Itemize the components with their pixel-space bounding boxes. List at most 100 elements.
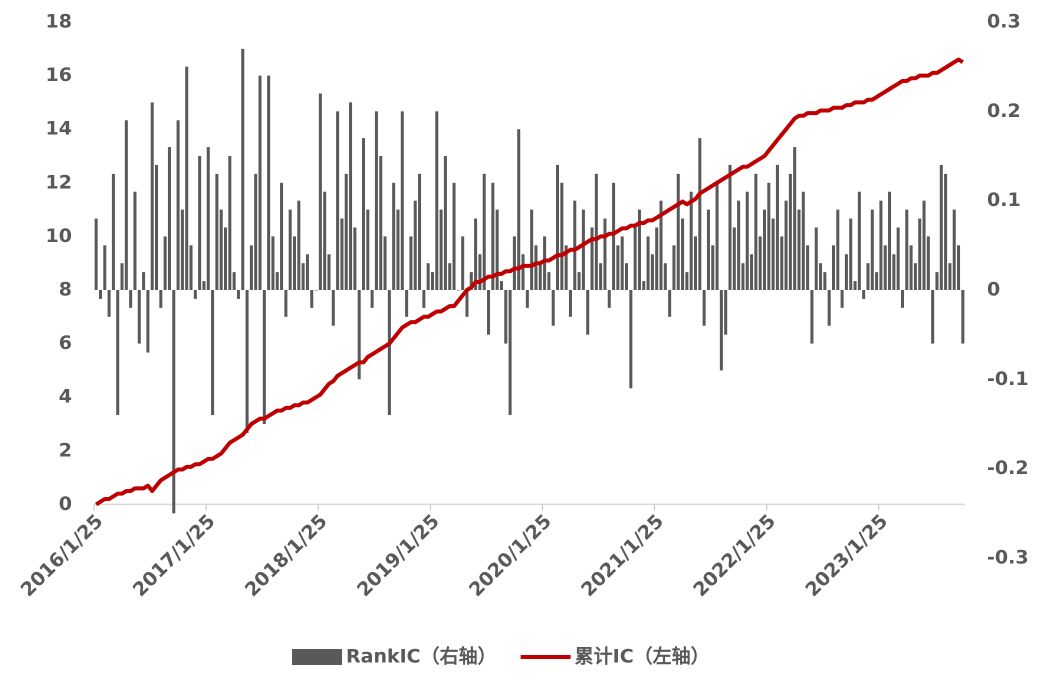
bar — [219, 209, 223, 290]
bar — [405, 290, 409, 317]
bar — [111, 173, 115, 290]
bar — [939, 164, 943, 290]
bar — [797, 209, 801, 290]
x-tick-label: 2022/1/25 — [689, 510, 780, 601]
bar — [262, 290, 266, 424]
bar — [430, 272, 434, 290]
y2-tick-label: 0.2 — [987, 100, 1021, 122]
bar — [267, 75, 271, 290]
bar — [935, 272, 939, 290]
bar — [728, 164, 732, 290]
x-tick-label: 2019/1/25 — [353, 510, 444, 601]
bar — [116, 290, 120, 416]
bar — [948, 263, 952, 290]
bar — [340, 218, 344, 290]
bar — [737, 200, 741, 290]
bar — [681, 218, 685, 290]
bar — [392, 182, 396, 290]
bar — [133, 191, 137, 290]
bar — [159, 290, 163, 308]
bar — [491, 182, 495, 290]
bar — [129, 290, 133, 308]
bar — [944, 173, 948, 290]
bar — [336, 111, 340, 290]
bar — [292, 236, 297, 290]
y-tick-label: 8 — [59, 279, 72, 301]
y-tick-label: 14 — [46, 118, 72, 140]
bar — [568, 290, 572, 317]
bar — [370, 290, 374, 308]
bar — [711, 245, 715, 290]
y-tick-label: 6 — [59, 332, 72, 354]
bar — [685, 272, 689, 290]
bar — [249, 245, 253, 290]
bar — [676, 173, 680, 290]
bar — [637, 209, 641, 290]
bar — [862, 290, 866, 299]
y2-tick-label: 0.1 — [987, 189, 1021, 211]
bar — [594, 173, 598, 290]
bar — [547, 272, 551, 290]
bar — [198, 156, 202, 290]
bar — [900, 290, 904, 308]
bar — [581, 209, 585, 290]
bar — [461, 236, 465, 290]
bar — [913, 263, 917, 290]
bar — [280, 182, 284, 290]
bar — [931, 290, 935, 344]
bar — [137, 290, 141, 344]
bar — [344, 173, 348, 290]
y-tick-label: 16 — [46, 64, 72, 86]
bar — [892, 254, 896, 290]
bar — [905, 209, 909, 290]
bar — [271, 236, 275, 290]
bar — [633, 227, 637, 290]
bar — [909, 245, 913, 290]
bar — [616, 245, 620, 290]
bar — [655, 227, 659, 290]
bar — [573, 200, 577, 290]
bar — [879, 200, 883, 290]
bar — [284, 290, 288, 317]
bar — [413, 200, 417, 290]
bar — [762, 209, 767, 290]
bar — [599, 263, 603, 290]
bar — [952, 209, 956, 290]
y-tick-label: 0 — [59, 493, 72, 515]
x-tick-label: 2020/1/25 — [465, 510, 556, 601]
bar — [896, 227, 900, 290]
bar — [823, 272, 827, 290]
bar — [607, 290, 611, 308]
bar — [185, 66, 189, 291]
bar — [668, 290, 672, 317]
bar — [926, 236, 930, 290]
bar — [525, 290, 529, 308]
bar — [564, 245, 568, 290]
x-tick-label: 2021/1/25 — [577, 510, 668, 601]
bar — [469, 272, 473, 290]
bar — [288, 209, 292, 290]
bar — [236, 290, 240, 299]
x-tick-label: 2017/1/25 — [129, 510, 220, 601]
bar — [517, 129, 521, 290]
bar — [586, 290, 590, 335]
bar — [836, 209, 840, 290]
bar — [844, 254, 848, 290]
bar — [603, 218, 607, 290]
bar — [215, 173, 219, 290]
bar — [560, 182, 564, 290]
bar — [556, 164, 560, 290]
bar — [719, 290, 723, 371]
bar — [155, 164, 159, 290]
bar — [646, 236, 650, 290]
bar — [715, 182, 719, 290]
bar — [443, 156, 447, 290]
bar — [767, 182, 771, 290]
x-tick-label: 2023/1/25 — [801, 510, 892, 601]
bar — [819, 263, 823, 290]
bar — [422, 290, 426, 308]
bar — [650, 254, 654, 290]
bar — [801, 191, 805, 290]
bar — [206, 147, 210, 290]
bar — [418, 173, 422, 290]
